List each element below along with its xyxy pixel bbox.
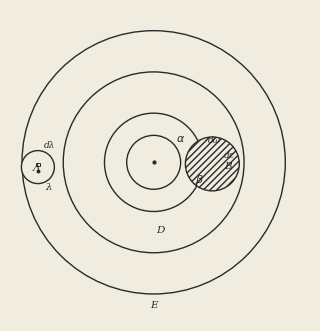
Text: E: E [150,301,157,309]
Text: D: D [156,226,164,235]
Text: A: A [159,157,166,166]
Text: Λ: Λ [33,164,40,173]
Circle shape [185,137,239,191]
Text: $\beta$: $\beta$ [195,173,204,187]
Text: dω: dω [208,136,221,145]
Text: B: B [224,162,231,171]
Text: dλ: dλ [44,141,55,150]
Bar [36,163,40,166]
Text: λ: λ [45,183,52,192]
Text: $\alpha$: $\alpha$ [176,134,185,145]
Text: M: M [150,179,161,188]
Circle shape [21,151,54,184]
Text: dε: dε [224,151,234,160]
Circle shape [127,135,180,189]
